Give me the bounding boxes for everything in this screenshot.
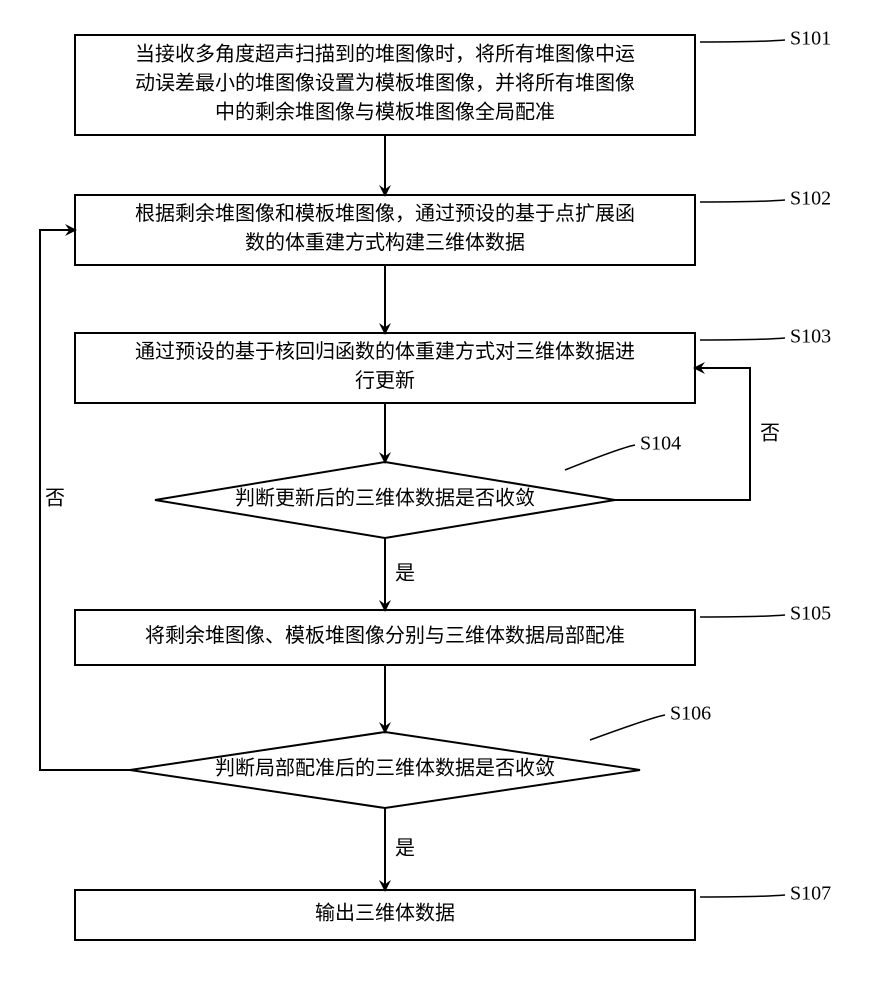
- leader-line: [700, 40, 785, 42]
- node-s101: 当接收多角度超声扫描到的堆图像时，将所有堆图像中运动误差最小的堆图像设置为模板堆…: [75, 28, 831, 135]
- node-text: 输出三维体数据: [315, 902, 455, 925]
- node-text: 通过预设的基于核回归函数的体重建方式对三维体数据进: [135, 340, 635, 363]
- node-text: 当接收多角度超声扫描到的堆图像时，将所有堆图像中运: [135, 43, 635, 66]
- step-label: S104: [640, 433, 681, 455]
- node-text: 数的体重建方式构建三维体数据: [245, 231, 525, 254]
- leader-line: [590, 715, 665, 740]
- edge-label: 否: [760, 423, 780, 445]
- edge-label: 是: [395, 563, 415, 585]
- node-text: 动误差最小的堆图像设置为模板堆图像，并将所有堆图像: [135, 72, 635, 95]
- leader-line: [700, 200, 785, 202]
- step-label: S105: [790, 603, 831, 625]
- node-s105: 将剩余堆图像、模板堆图像分别与三维体数据局部配准 S105: [75, 603, 831, 665]
- leader-line: [700, 615, 785, 617]
- step-label: S103: [790, 326, 831, 348]
- node-text: 中的剩余堆图像与模板堆图像全局配准: [215, 101, 555, 124]
- node-s102: 根据剩余堆图像和模板堆图像，通过预设的基于点扩展函数的体重建方式构建三维体数据 S…: [75, 188, 831, 265]
- node-text: 根据剩余堆图像和模板堆图像，通过预设的基于点扩展函: [135, 202, 635, 225]
- step-label: S107: [790, 883, 831, 905]
- node-text: 判断局部配准后的三维体数据是否收敛: [215, 757, 555, 780]
- step-label: S106: [670, 703, 711, 725]
- leader-line: [700, 895, 785, 897]
- node-s106: 判断局部配准后的三维体数据是否收敛 S106: [130, 703, 711, 808]
- step-label: S102: [790, 188, 831, 210]
- node-s103: 通过预设的基于核回归函数的体重建方式对三维体数据进行更新 S103: [75, 326, 831, 403]
- node-s104: 判断更新后的三维体数据是否收敛 S104: [155, 433, 681, 538]
- node-text: 将剩余堆图像、模板堆图像分别与三维体数据局部配准: [145, 624, 625, 647]
- node-text: 判断更新后的三维体数据是否收敛: [235, 487, 535, 510]
- node-s107: 输出三维体数据 S107: [75, 883, 831, 940]
- edge-label: 否: [45, 488, 65, 510]
- leader-line: [565, 445, 635, 470]
- node-text: 行更新: [355, 369, 415, 392]
- step-label: S101: [790, 28, 831, 50]
- leader-line: [700, 338, 785, 340]
- edge-label: 是: [395, 838, 415, 860]
